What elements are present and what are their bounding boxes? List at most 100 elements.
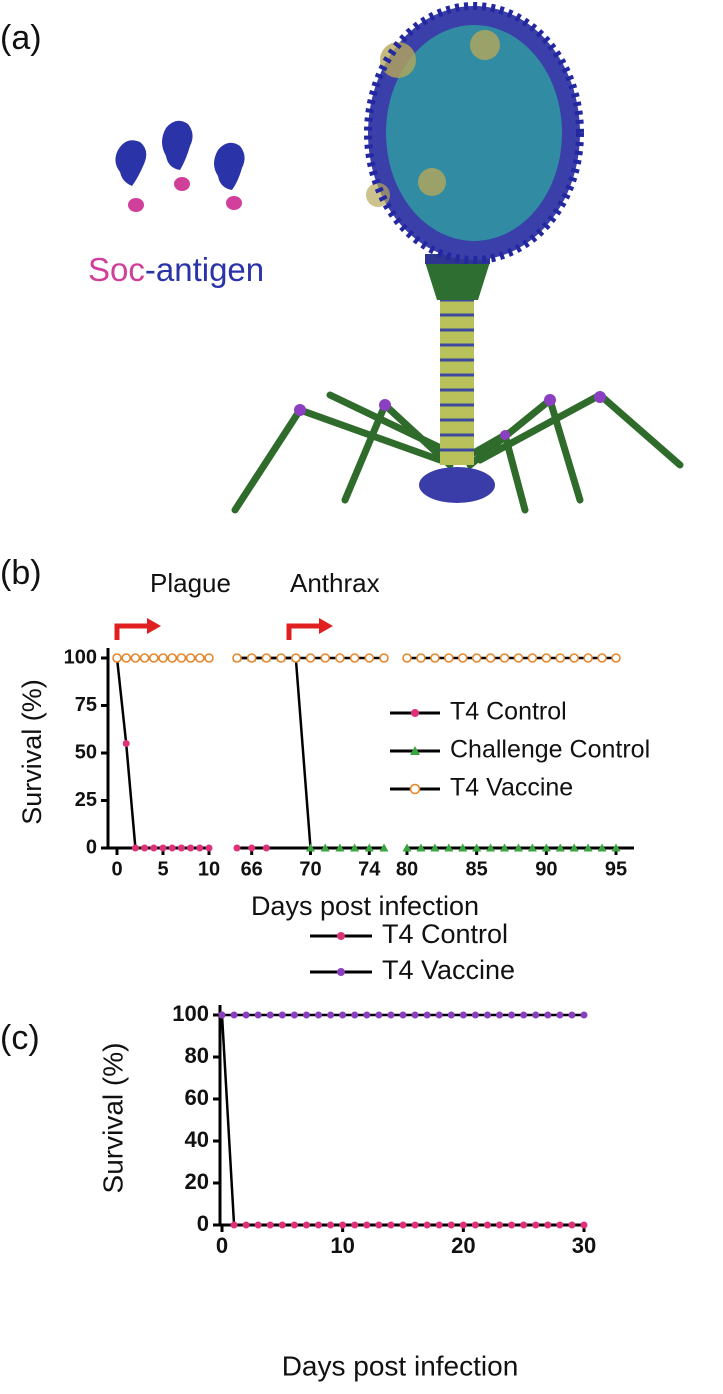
annotation-arrow (286, 623, 319, 640)
marker (416, 843, 426, 852)
annotation-arrowhead (319, 618, 333, 634)
y-tick-label: 20 (185, 1169, 209, 1194)
marker (315, 1221, 323, 1229)
marker (597, 653, 607, 663)
series-line (237, 656, 384, 850)
marker (471, 1011, 479, 1019)
marker (568, 1221, 576, 1229)
marker (230, 1221, 238, 1229)
x-tick-label: 20 (451, 1233, 475, 1258)
marker (121, 653, 131, 663)
y-tick-label: 25 (75, 789, 97, 811)
marker (555, 843, 565, 852)
caption-antigen: -antigen (145, 251, 264, 288)
marker (435, 1221, 443, 1229)
marker (230, 1011, 238, 1019)
marker (351, 1011, 359, 1019)
marker (527, 653, 538, 663)
marker (159, 844, 167, 852)
phage-illustration (115, 2, 684, 514)
marker (483, 1221, 491, 1229)
x-tick-label: 85 (466, 858, 488, 880)
marker (112, 653, 122, 663)
x-tick-label: 10 (198, 858, 220, 880)
marker (544, 1011, 552, 1019)
marker (290, 653, 301, 663)
caption-soc: Soc (88, 251, 145, 288)
marker (459, 1011, 467, 1019)
marker (513, 843, 523, 852)
marker (167, 653, 177, 663)
marker (580, 1221, 588, 1229)
x-axis-label: Days post infection (282, 1350, 519, 1381)
marker (339, 1011, 347, 1019)
marker (232, 653, 242, 663)
legend-marker (337, 932, 345, 940)
marker (327, 1011, 335, 1019)
marker (131, 844, 139, 852)
legend-label: T4 Control (450, 698, 567, 726)
marker (261, 653, 272, 663)
marker (544, 1221, 552, 1229)
marker (555, 653, 566, 663)
marker (471, 1221, 479, 1229)
marker (302, 1221, 310, 1229)
x-tick-label: 90 (535, 858, 557, 880)
marker (150, 844, 158, 852)
annotation-arrowhead (147, 618, 161, 634)
x-tick-label: 10 (330, 1233, 354, 1258)
marker (457, 653, 468, 663)
marker (430, 843, 440, 852)
x-tick-label: 0 (216, 1233, 228, 1258)
marker (278, 1011, 286, 1019)
annotation-arrow (114, 623, 147, 640)
marker (580, 1011, 588, 1019)
marker (447, 1011, 455, 1019)
panel-label: (a) (0, 19, 42, 57)
y-axis-label: Survival (%) (97, 1043, 128, 1194)
marker (447, 1221, 455, 1229)
y-tick-label: 100 (64, 646, 97, 668)
marker (611, 843, 621, 852)
marker (375, 1011, 383, 1019)
marker (379, 653, 389, 663)
marker (611, 653, 621, 663)
marker (315, 1011, 323, 1019)
annotation: Anthrax (290, 568, 380, 598)
marker (423, 1011, 431, 1019)
marker (399, 1011, 407, 1019)
legend-marker (409, 783, 421, 795)
marker (141, 844, 149, 852)
panel-label: (b) (0, 554, 42, 592)
y-tick-label: 50 (75, 741, 97, 763)
marker (430, 653, 440, 663)
marker (187, 844, 195, 852)
y-tick-label: 0 (86, 836, 97, 858)
legend-marker (411, 709, 419, 717)
marker (532, 1221, 540, 1229)
marker (320, 843, 330, 852)
marker (266, 1221, 274, 1229)
marker (583, 843, 593, 852)
y-axis-label: Survival (%) (17, 679, 47, 825)
marker (508, 1221, 516, 1229)
marker (399, 1221, 407, 1229)
legend-label: T4 Vaccine (450, 774, 573, 802)
marker (458, 843, 468, 852)
y-tick-label: 80 (185, 1043, 209, 1068)
marker (443, 653, 454, 663)
marker (486, 843, 496, 852)
marker (122, 740, 130, 747)
marker (496, 1011, 504, 1019)
marker (177, 844, 185, 852)
marker (242, 1221, 250, 1229)
marker (541, 843, 551, 852)
x-tick-label: 0 (111, 858, 122, 880)
marker (168, 844, 176, 852)
marker (444, 843, 454, 852)
marker (254, 1011, 262, 1019)
y-tick-label: 0 (197, 1211, 209, 1236)
y-tick-label: 75 (75, 694, 97, 716)
marker (556, 1011, 564, 1019)
marker (363, 1011, 371, 1019)
